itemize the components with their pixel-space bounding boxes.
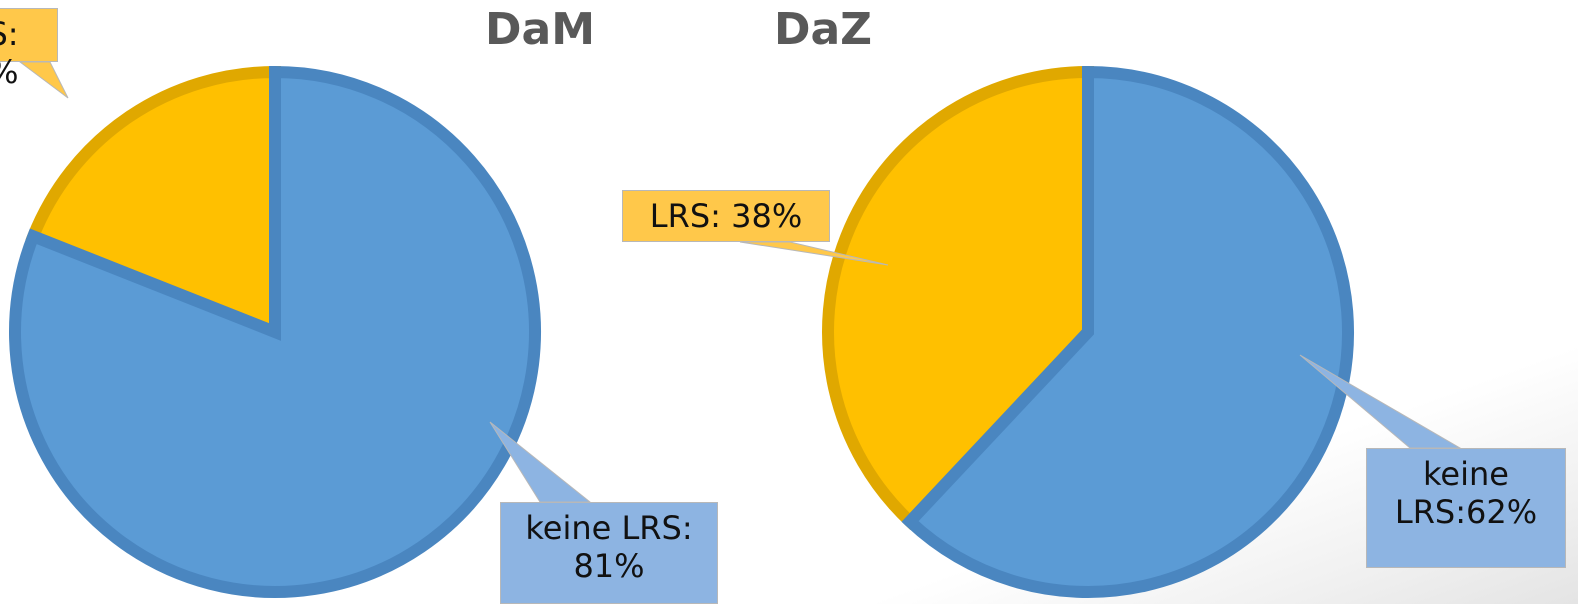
chart-title: DaM: [485, 4, 595, 55]
chart-title: DaZ: [774, 4, 872, 55]
data-label: keine LRS:62%: [1366, 448, 1566, 568]
data-label: LRS: 19%: [0, 8, 58, 62]
data-label: keine LRS: 81%: [500, 502, 718, 604]
chart: [0, 0, 1578, 604]
data-label: LRS: 38%: [622, 190, 830, 242]
callout-pointer: [20, 62, 68, 98]
page: {"chart_data": [ {"type": "pie", "title"…: [0, 0, 1578, 604]
